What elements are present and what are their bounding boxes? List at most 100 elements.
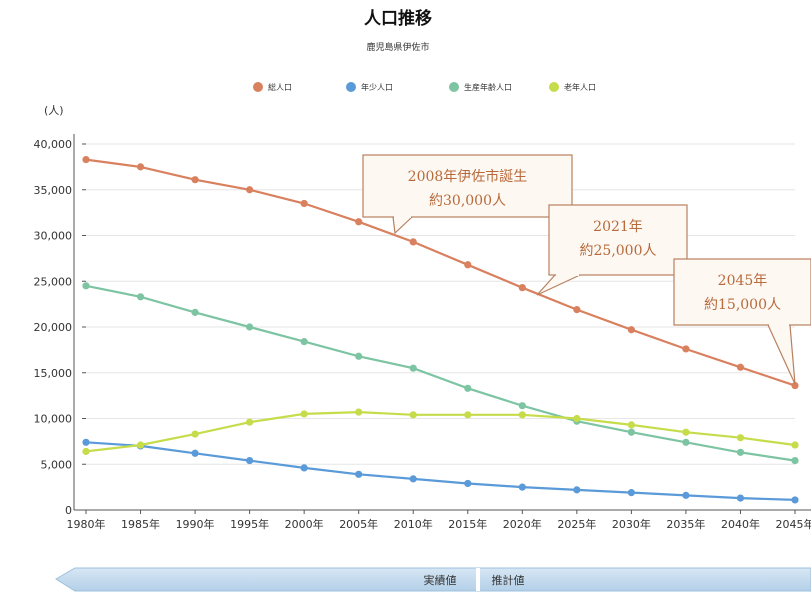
y-tick-label: 15,000 bbox=[34, 367, 73, 380]
data-point bbox=[82, 448, 89, 455]
data-point bbox=[246, 323, 253, 330]
legend-marker bbox=[346, 82, 356, 92]
callout-pointer bbox=[537, 275, 580, 295]
data-point bbox=[355, 353, 362, 360]
data-point bbox=[410, 238, 417, 245]
callout-text: 約25,000人 bbox=[580, 243, 657, 259]
legend-item: 年少人口 bbox=[346, 82, 393, 92]
data-point bbox=[246, 457, 253, 464]
data-point bbox=[137, 441, 144, 448]
x-tick-label: 1990年 bbox=[176, 517, 215, 531]
data-point bbox=[246, 419, 253, 426]
x-tick-label: 2010年 bbox=[394, 517, 433, 531]
x-tick-label: 2035年 bbox=[666, 517, 705, 531]
callout-text: 2008年伊佐市誕生 bbox=[408, 168, 528, 185]
data-point bbox=[737, 495, 744, 502]
period-label-actual: 実績値 bbox=[424, 573, 457, 587]
data-point bbox=[573, 306, 580, 313]
data-point bbox=[191, 309, 198, 316]
callout-box bbox=[674, 259, 811, 325]
data-point bbox=[682, 345, 689, 352]
legend-item: 生産年齢人口 bbox=[449, 82, 512, 92]
data-point bbox=[737, 364, 744, 371]
data-point bbox=[791, 457, 798, 464]
y-tick-label: 40,000 bbox=[34, 138, 73, 151]
data-point bbox=[191, 450, 198, 457]
data-point bbox=[682, 439, 689, 446]
x-tick-label: 2015年 bbox=[448, 517, 487, 531]
data-point bbox=[519, 411, 526, 418]
x-tick-label: 2030年 bbox=[612, 517, 651, 531]
series-3 bbox=[82, 408, 798, 455]
data-point bbox=[301, 200, 308, 207]
legend-label: 生産年齢人口 bbox=[464, 82, 512, 92]
y-tick-label: 35,000 bbox=[34, 184, 73, 197]
legend-label: 年少人口 bbox=[361, 82, 393, 92]
callout-text: 約15,000人 bbox=[704, 297, 781, 313]
data-point bbox=[191, 176, 198, 183]
data-point bbox=[791, 496, 798, 503]
legend-item: 老年人口 bbox=[549, 82, 596, 92]
data-point bbox=[519, 284, 526, 291]
data-point bbox=[628, 429, 635, 436]
legend-marker bbox=[449, 82, 459, 92]
data-point bbox=[82, 282, 89, 289]
x-tick-label: 1985年 bbox=[121, 517, 160, 531]
data-point bbox=[573, 486, 580, 493]
data-point bbox=[791, 441, 798, 448]
data-point bbox=[301, 464, 308, 471]
data-point bbox=[355, 471, 362, 478]
chart-title: 人口推移 bbox=[364, 8, 432, 29]
data-point bbox=[301, 338, 308, 345]
callout-text: 2021年 bbox=[593, 219, 643, 235]
legend-label: 老年人口 bbox=[564, 82, 596, 92]
data-point bbox=[519, 484, 526, 491]
data-point bbox=[464, 480, 471, 487]
data-point bbox=[628, 326, 635, 333]
data-point bbox=[737, 434, 744, 441]
legend-marker bbox=[253, 82, 263, 92]
period-arrow: 実績値 推計値 bbox=[56, 568, 811, 591]
data-point bbox=[137, 163, 144, 170]
data-point bbox=[682, 429, 689, 436]
x-tick-label: 2005年 bbox=[339, 517, 378, 531]
x-tick-label: 2000年 bbox=[285, 517, 324, 531]
series-1 bbox=[82, 439, 798, 504]
callout-box bbox=[549, 205, 687, 275]
period-label-estimate: 推計値 bbox=[492, 573, 525, 587]
callout-pointer bbox=[393, 217, 412, 233]
x-tick-label: 2045年 bbox=[776, 517, 811, 531]
data-point bbox=[464, 411, 471, 418]
data-point bbox=[682, 492, 689, 499]
data-point bbox=[410, 475, 417, 482]
y-tick-label: 5,000 bbox=[41, 458, 73, 471]
data-point bbox=[82, 439, 89, 446]
x-tick-label: 1995年 bbox=[230, 517, 269, 531]
data-point bbox=[410, 365, 417, 372]
data-point bbox=[519, 402, 526, 409]
x-tick-label: 2040年 bbox=[721, 517, 760, 531]
data-point bbox=[301, 410, 308, 417]
callout-pointer bbox=[768, 325, 795, 384]
data-point bbox=[464, 385, 471, 392]
chart-subtitle: 鹿児島県伊佐市 bbox=[366, 41, 429, 53]
data-point bbox=[628, 489, 635, 496]
y-tick-label: 20,000 bbox=[34, 321, 73, 334]
data-point bbox=[191, 430, 198, 437]
period-divider bbox=[476, 568, 480, 591]
y-axis-unit: (人) bbox=[44, 104, 64, 117]
data-point bbox=[628, 421, 635, 428]
data-point bbox=[82, 156, 89, 163]
y-tick-label: 30,000 bbox=[34, 230, 73, 243]
x-tick-label: 2025年 bbox=[557, 517, 596, 531]
y-tick-label: 10,000 bbox=[34, 413, 73, 426]
data-point bbox=[137, 293, 144, 300]
x-tick-label: 1980年 bbox=[67, 517, 106, 531]
y-tick-label: 0 bbox=[65, 504, 72, 517]
data-point bbox=[410, 411, 417, 418]
data-point bbox=[573, 415, 580, 422]
data-point bbox=[355, 408, 362, 415]
